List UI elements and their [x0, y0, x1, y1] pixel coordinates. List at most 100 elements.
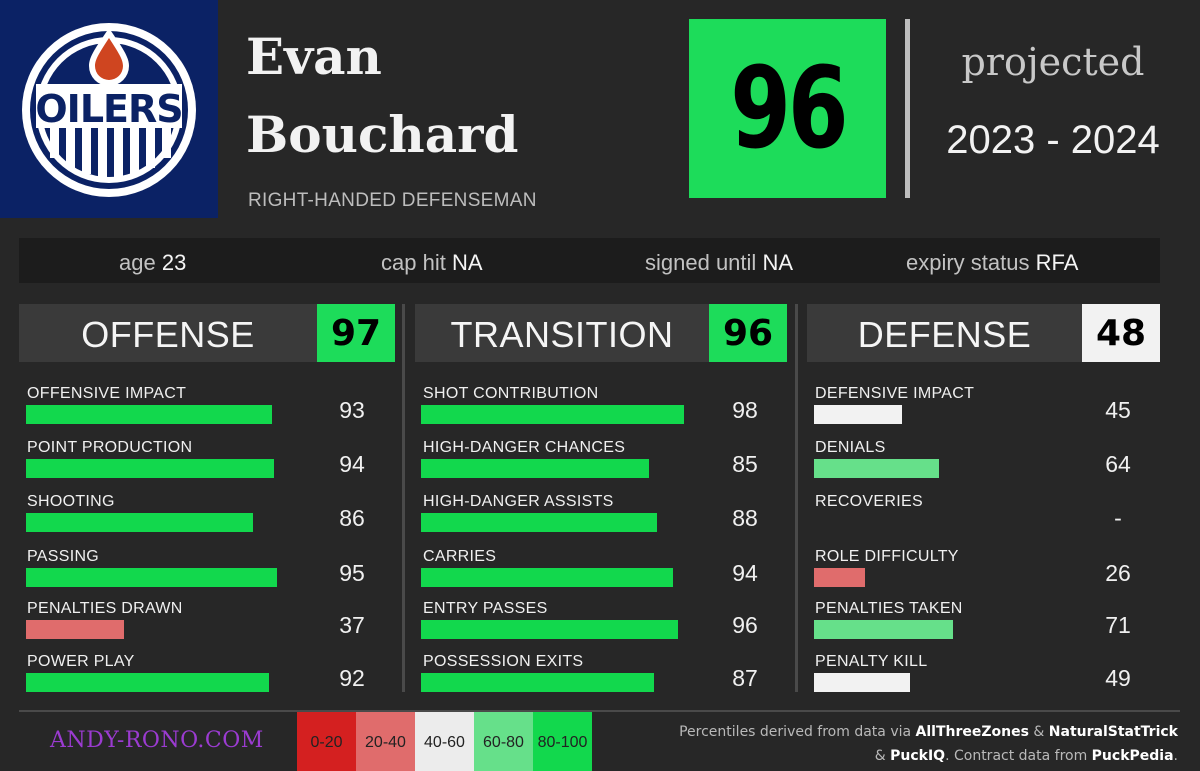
metric-bar [26, 620, 124, 639]
info-label: age [119, 250, 156, 275]
legend-40-60: 40-60 [415, 712, 474, 771]
info-expiry-status: expiry status RFA [906, 238, 1078, 283]
metric-value: 45 [1105, 397, 1131, 423]
metric-bar [421, 568, 673, 587]
metric-bar [421, 673, 654, 692]
projected-season: 2023 - 2024 [946, 118, 1160, 162]
metric-value: 93 [339, 397, 365, 423]
overall-score-box: 96 [689, 19, 886, 198]
info-signed-until: signed until NA [645, 238, 793, 283]
credits-amp: & [1033, 724, 1045, 740]
metric-label: PENALTIES TAKEN [815, 600, 963, 617]
source-puckpedia[interactable]: PuckPedia [1091, 748, 1174, 764]
source-allthreezones[interactable]: AllThreeZones [915, 724, 1029, 740]
offense-score: 97 [317, 304, 395, 362]
source-naturalstattrick[interactable]: NaturalStatTrick [1048, 724, 1178, 740]
metric-label: PASSING [27, 548, 100, 565]
metric-value: 26 [1105, 560, 1131, 586]
metric-value: 94 [732, 560, 758, 586]
metric-bar [26, 513, 253, 532]
metric-value: 64 [1105, 451, 1131, 477]
column-divider [795, 304, 798, 692]
percentile-legend: 0-20 20-40 40-60 60-80 80-100 [297, 712, 592, 771]
metric-value: - [1114, 505, 1122, 531]
metric-label: ROLE DIFFICULTY [815, 548, 959, 565]
metric-value: 71 [1105, 612, 1131, 638]
metric-bar [421, 513, 657, 532]
info-label: expiry status [906, 250, 1030, 275]
data-credits: Percentiles derived from data via AllThr… [679, 720, 1178, 768]
legend-80-100: 80-100 [533, 712, 592, 771]
metric-label: CARRIES [423, 548, 497, 565]
info-value: RFA [1035, 250, 1079, 275]
metric-bar [814, 620, 953, 639]
info-age: age 23 [119, 238, 186, 283]
metric-label: SHOOTING [27, 493, 115, 510]
transition-header: TRANSITION 96 [415, 304, 787, 362]
transition-score: 96 [709, 304, 787, 362]
credits-amp: & [874, 748, 886, 764]
player-position: RIGHT-HANDED DEFENSEMAN [248, 190, 537, 211]
metric-label: PENALTIES DRAWN [27, 600, 183, 617]
team-logo: OILERS [0, 0, 218, 218]
credits-text: . Contract data from [945, 748, 1088, 764]
contract-info-bar: age 23 cap hit NA signed until NA expiry… [19, 238, 1160, 283]
defense-score: 48 [1082, 304, 1160, 362]
metric-label: POSSESSION EXITS [423, 653, 584, 670]
info-value: NA [762, 250, 793, 275]
metric-label: DEFENSIVE IMPACT [815, 385, 975, 402]
metric-bar [814, 459, 939, 478]
metric-label: OFFENSIVE IMPACT [27, 385, 187, 402]
info-label: signed until [645, 250, 757, 275]
metric-value: 87 [732, 665, 758, 691]
projected-label: projected [961, 40, 1145, 84]
header-divider [905, 19, 910, 198]
credits-text: Percentiles derived from data via [679, 724, 912, 740]
metric-value: 96 [732, 612, 758, 638]
legend-60-80: 60-80 [474, 712, 533, 771]
defense-header: DEFENSE 48 [807, 304, 1160, 362]
website-link[interactable]: ANDY-RONO.COM [50, 728, 264, 753]
metric-bar [814, 568, 865, 587]
oilers-logo-text: OILERS [35, 87, 182, 131]
metric-value: 98 [732, 397, 758, 423]
metric-label: PENALTY KILL [815, 653, 928, 670]
metric-label: POWER PLAY [27, 653, 135, 670]
metric-bar [26, 459, 274, 478]
player-last-name: Bouchard [246, 105, 519, 164]
credits-period: . [1173, 748, 1178, 764]
metric-bar [421, 459, 649, 478]
metric-label: RECOVERIES [815, 493, 923, 510]
metric-value: 49 [1105, 665, 1131, 691]
metric-value: 94 [339, 451, 365, 477]
metric-bar [814, 405, 902, 424]
metric-label: DENIALS [815, 439, 886, 456]
metric-label: SHOT CONTRIBUTION [423, 385, 599, 402]
transition-title: TRANSITION [450, 314, 674, 355]
column-divider [402, 304, 405, 692]
offense-header: OFFENSE 97 [19, 304, 395, 362]
metric-value: 92 [339, 665, 365, 691]
offense-title: OFFENSE [81, 314, 255, 355]
metric-label: ENTRY PASSES [423, 600, 548, 617]
metric-label: HIGH-DANGER CHANCES [423, 439, 626, 456]
info-label: cap hit [381, 250, 446, 275]
metric-bar [26, 673, 269, 692]
legend-20-40: 20-40 [356, 712, 415, 771]
metric-bar [421, 620, 678, 639]
metric-label: HIGH-DANGER ASSISTS [423, 493, 614, 510]
metric-value: 86 [339, 505, 365, 531]
legend-0-20: 0-20 [297, 712, 356, 771]
metric-bar [814, 673, 910, 692]
oilers-logo-icon: OILERS [22, 23, 196, 197]
info-cap-hit: cap hit NA [381, 238, 483, 283]
metric-value: 88 [732, 505, 758, 531]
source-puckiq[interactable]: PuckIQ [890, 748, 946, 764]
metric-label: POINT PRODUCTION [27, 439, 193, 456]
metric-bar [421, 405, 684, 424]
metric-bar [26, 405, 272, 424]
overall-score: 96 [729, 43, 848, 174]
info-value: 23 [161, 250, 187, 275]
metric-value: 85 [732, 451, 758, 477]
metric-value: 37 [339, 612, 365, 638]
